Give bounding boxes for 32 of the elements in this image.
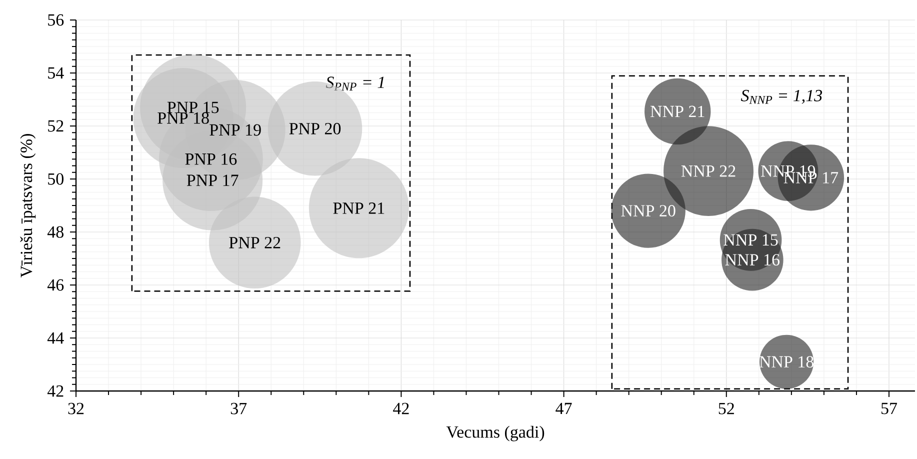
series-label: NNP 22 <box>681 165 736 177</box>
x-tick-label: 57 <box>881 402 898 414</box>
series-label: NNP 16 <box>725 254 780 266</box>
y-tick-label: 44 <box>47 332 64 344</box>
x-tick-label: 42 <box>393 402 409 414</box>
x-tick-label: 32 <box>68 402 84 414</box>
series-label: PNP 22 <box>229 236 280 248</box>
series-label: PNP 18 <box>158 112 209 124</box>
y-tick-label: 56 <box>48 14 64 26</box>
series-label: NNP 15 <box>724 234 778 246</box>
annotation: S$_{PNP}$ = 1 <box>326 76 384 91</box>
series-label: PNP 19 <box>210 124 261 136</box>
series-label: NNP 21 <box>650 106 704 118</box>
y-tick-label: 48 <box>47 226 64 238</box>
series-label: PNP 20 <box>289 122 341 134</box>
x-tick-label: 37 <box>230 402 247 414</box>
series-label: PNP 21 <box>333 202 384 214</box>
x-axis-title: Vecums (gadi) <box>446 426 544 442</box>
y-tick-label: 52 <box>48 120 64 132</box>
y-tick-label: 50 <box>48 173 64 185</box>
series-label: PNP 17 <box>186 174 238 186</box>
series-label: NNP 18 <box>759 356 814 368</box>
annotation: S$_{NNP}$ = 1,13 <box>740 90 822 104</box>
y-tick-label: 42 <box>47 385 64 397</box>
series-label: NNP 20 <box>621 205 676 217</box>
y-axis-title: Vīriešu īpatsvars (%) <box>20 134 36 278</box>
x-tick-label: 47 <box>556 402 572 414</box>
series-label: PNP 16 <box>185 153 237 165</box>
y-tick-label: 46 <box>47 279 64 291</box>
series-label: PNP 15 <box>167 102 219 114</box>
x-tick-label: 52 <box>718 402 734 414</box>
y-tick-label: 54 <box>48 67 64 79</box>
